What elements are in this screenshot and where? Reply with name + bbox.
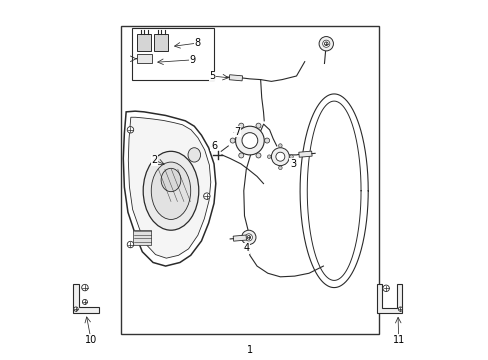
Bar (137, 54, 152, 63)
Circle shape (275, 152, 285, 161)
Text: 7: 7 (234, 127, 240, 136)
Polygon shape (123, 111, 215, 266)
Circle shape (398, 307, 402, 311)
Text: 4: 4 (243, 243, 249, 253)
Circle shape (278, 166, 282, 170)
Polygon shape (298, 151, 311, 157)
Circle shape (322, 40, 329, 47)
Circle shape (203, 193, 210, 199)
Circle shape (127, 241, 133, 248)
Text: 11: 11 (392, 334, 404, 345)
Text: 6: 6 (210, 141, 217, 151)
Circle shape (127, 127, 133, 133)
Circle shape (235, 126, 264, 155)
Circle shape (242, 133, 257, 148)
Circle shape (230, 138, 235, 143)
Circle shape (382, 285, 388, 292)
Polygon shape (128, 117, 210, 258)
Circle shape (238, 123, 244, 128)
Circle shape (255, 153, 261, 158)
Bar (137, 34, 150, 51)
Bar (154, 34, 167, 51)
Circle shape (244, 234, 252, 241)
Circle shape (246, 235, 250, 239)
Polygon shape (376, 284, 402, 313)
Polygon shape (73, 284, 99, 313)
Ellipse shape (151, 162, 190, 220)
Circle shape (264, 138, 269, 143)
Circle shape (289, 155, 293, 158)
Bar (121, 26, 378, 334)
Circle shape (267, 155, 270, 158)
Bar (133, 230, 151, 244)
Bar (131, 28, 214, 80)
Text: 8: 8 (194, 38, 201, 48)
Circle shape (271, 148, 289, 166)
Circle shape (238, 153, 244, 158)
Polygon shape (229, 75, 242, 81)
Circle shape (81, 284, 88, 291)
Text: 3: 3 (289, 159, 295, 169)
Circle shape (82, 300, 87, 305)
Circle shape (74, 307, 78, 311)
Ellipse shape (187, 148, 200, 162)
Circle shape (255, 123, 261, 128)
Text: 5: 5 (209, 71, 215, 81)
Ellipse shape (161, 168, 181, 192)
Circle shape (278, 144, 282, 147)
Ellipse shape (143, 151, 198, 230)
Text: 9: 9 (189, 55, 195, 65)
Text: 1: 1 (246, 345, 252, 355)
Circle shape (324, 42, 327, 45)
Polygon shape (233, 235, 246, 241)
Text: 10: 10 (85, 334, 97, 345)
Circle shape (319, 37, 333, 51)
Text: 2: 2 (151, 155, 158, 165)
Circle shape (241, 230, 255, 244)
